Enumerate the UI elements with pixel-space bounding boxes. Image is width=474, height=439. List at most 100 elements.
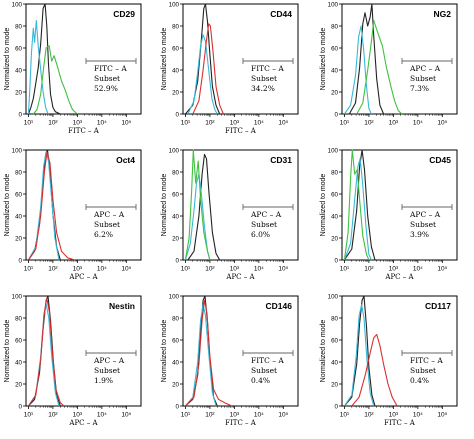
histogram-trace (343, 304, 375, 407)
y-tick-label: 40 (172, 67, 179, 74)
histogram-trace (185, 299, 233, 407)
y-tick-label: 20 (172, 89, 179, 96)
y-tick-label: 0 (19, 111, 23, 118)
x-tick-label: 10³ (73, 120, 83, 127)
y-tick-label: 80 (172, 169, 179, 176)
x-tick-label: 10² (205, 266, 215, 273)
y-tick-label: 60 (331, 337, 338, 344)
x-tick-label: 10⁵ (121, 412, 131, 419)
y-tick-label: 60 (331, 45, 338, 52)
x-axis-label: APC – A (225, 273, 255, 281)
x-tick-label: 10¹ (181, 266, 191, 273)
panel-title: Nestin (109, 301, 135, 311)
y-tick-label: 0 (19, 257, 23, 264)
histogram-panel: 0 20 40 60 80 100 10¹ 10² 10³ 10⁴ 10⁵ Normalized to… (4, 1, 142, 135)
x-tick-label: 10² (364, 266, 374, 273)
y-tick-label: 40 (172, 213, 179, 220)
histogram-panel: 0 20 40 60 80 100 10¹ 10² 10³ 10⁴ 10⁵ Normalized to… (161, 1, 299, 135)
y-axis-label: Normalized to mode (161, 28, 168, 91)
histogram-trace (351, 333, 398, 407)
x-axis-label: APC – A (68, 419, 98, 427)
histogram-trace (27, 297, 65, 407)
x-tick-label: 10² (364, 120, 374, 127)
y-tick-label: 0 (176, 111, 180, 118)
x-tick-label: 10³ (230, 120, 240, 127)
histogram-trace (27, 151, 60, 261)
y-tick-label: 80 (172, 315, 179, 322)
y-axis-label: Normalized to mode (320, 28, 327, 91)
histogram-panel: 0 20 40 60 80 100 10¹ 10² 10³ 10⁴ 10⁵ Normalized to… (4, 293, 142, 427)
y-tick-label: 20 (331, 89, 338, 96)
x-tick-label: 10³ (389, 120, 399, 127)
x-tick-label: 10³ (230, 266, 240, 273)
y-tick-label: 80 (15, 169, 22, 176)
x-axis-label: FITC – A (68, 127, 100, 135)
x-tick-label: 10⁵ (437, 412, 447, 419)
y-tick-label: 60 (172, 337, 179, 344)
x-axis-label: FITC – A (225, 419, 257, 427)
y-axis-label: Normalized to mode (4, 28, 11, 91)
x-axis-label: FITC – A (225, 127, 257, 135)
y-tick-label: 20 (331, 381, 338, 388)
y-axis-label: Normalized to mode (161, 320, 168, 383)
panel-title: CD31 (270, 155, 292, 165)
histogram-trace (187, 34, 218, 115)
y-tick-label: 0 (176, 257, 180, 264)
y-tick-label: 0 (176, 403, 180, 410)
histogram-trace (192, 23, 224, 115)
x-tick-label: 10⁴ (413, 120, 423, 127)
y-tick-label: 0 (335, 111, 339, 118)
y-tick-label: 0 (335, 257, 339, 264)
histogram-trace (343, 295, 376, 407)
x-axis-label: APC – A (384, 273, 414, 281)
panel-title: CD29 (113, 9, 135, 19)
y-tick-label: 20 (172, 235, 179, 242)
y-tick-label: 60 (15, 45, 22, 52)
y-tick-label: 0 (19, 403, 23, 410)
x-tick-label: 10⁵ (278, 266, 288, 273)
y-tick-label: 40 (15, 213, 22, 220)
gate-subset: Subset (251, 366, 277, 375)
x-tick-label: 10⁴ (413, 412, 423, 419)
y-tick-label: 20 (15, 235, 22, 242)
x-tick-label: 10³ (73, 412, 83, 419)
gate-subset: Subset (410, 220, 436, 229)
x-tick-label: 10⁴ (97, 266, 107, 273)
gate-value: 0.4% (251, 376, 270, 385)
y-tick-label: 60 (172, 45, 179, 52)
histogram-trace (356, 19, 403, 115)
panel-title: CD117 (425, 301, 451, 311)
y-axis-label: Normalized to mode (161, 174, 168, 237)
x-tick-label: 10² (48, 266, 58, 273)
y-tick-label: 100 (328, 293, 339, 300)
y-tick-label: 60 (15, 337, 22, 344)
x-tick-label: 10³ (389, 412, 399, 419)
y-tick-label: 40 (331, 213, 338, 220)
y-tick-label: 100 (12, 147, 23, 154)
histogram-trace (348, 3, 385, 115)
y-tick-label: 20 (172, 381, 179, 388)
y-tick-label: 80 (15, 23, 22, 30)
x-tick-label: 10¹ (24, 412, 34, 419)
histogram-panel: 0 20 40 60 80 100 10¹ 10² 10³ 10⁴ 10⁵ Normalized to… (4, 147, 142, 281)
y-tick-label: 60 (172, 191, 179, 198)
y-tick-label: 100 (328, 147, 339, 154)
gate-value: 52.9% (94, 84, 118, 93)
x-tick-label: 10³ (230, 412, 240, 419)
histogram-trace (27, 3, 61, 115)
x-tick-label: 10⁵ (278, 120, 288, 127)
x-tick-label: 10³ (389, 266, 399, 273)
gate-label: APC – A (93, 210, 125, 219)
x-tick-label: 10³ (73, 266, 83, 273)
x-tick-label: 10¹ (181, 412, 191, 419)
y-axis-label: Normalized to mode (4, 320, 11, 383)
y-tick-label: 40 (15, 359, 22, 366)
panel-title: CD44 (270, 9, 292, 19)
y-tick-label: 0 (335, 403, 339, 410)
x-tick-label: 10⁵ (121, 266, 131, 273)
y-tick-label: 60 (331, 191, 338, 198)
histogram-panel: 0 20 40 60 80 100 10¹ 10² 10³ 10⁴ 10⁵ Normalized to… (320, 147, 458, 281)
y-tick-label: 80 (15, 315, 22, 322)
plot-frame (341, 3, 458, 115)
x-tick-label: 10⁴ (413, 266, 423, 273)
